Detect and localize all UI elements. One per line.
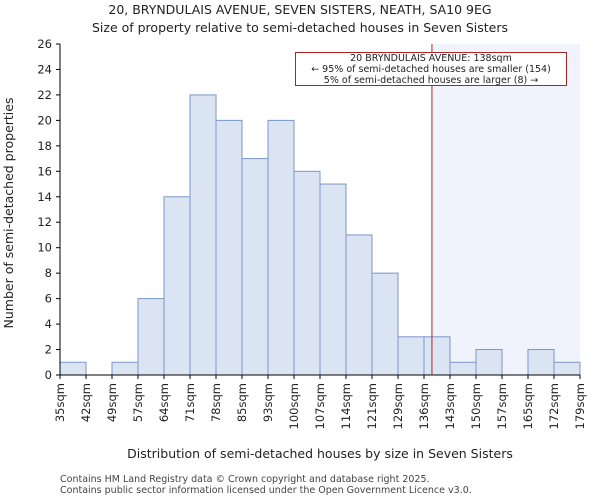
x-tick-label: 71sqm — [183, 383, 197, 422]
x-tick-label: 179sqm — [573, 383, 587, 429]
x-tick-label: 129sqm — [391, 383, 405, 429]
histogram-bar — [111, 361, 139, 376]
annotation-box: 20 BRYNDULAIS AVENUE: 138sqm ← 95% of se… — [295, 52, 567, 86]
histogram-bar — [527, 349, 555, 376]
histogram-bar — [423, 336, 451, 376]
y-tick-label: 10 — [37, 241, 52, 255]
y-axis-title: Number of semi-detached properties — [1, 98, 16, 329]
x-tick-label: 136sqm — [417, 383, 431, 429]
x-tick-label: 64sqm — [157, 383, 171, 422]
annotation-line-3: 5% of semi-detached houses are larger (8… — [323, 74, 539, 86]
x-tick-label: 107sqm — [313, 383, 327, 429]
y-tick-label: 6 — [45, 292, 52, 306]
x-tick-label: 165sqm — [521, 383, 535, 429]
y-tick-label: 26 — [37, 37, 52, 51]
x-tick-label: 143sqm — [443, 383, 457, 429]
y-tick-label: 22 — [37, 88, 52, 102]
y-tick-label: 4 — [45, 317, 52, 331]
histogram-bar — [449, 361, 477, 376]
y-tick-label: 20 — [37, 113, 52, 127]
histogram-bar — [319, 183, 347, 376]
x-tick-label: 172sqm — [547, 383, 561, 429]
x-tick-label: 150sqm — [469, 383, 483, 429]
annotation-line-1: 20 BRYNDULAIS AVENUE: 138sqm — [350, 53, 512, 64]
x-tick-label: 42sqm — [79, 383, 93, 422]
histogram-bar — [137, 298, 165, 376]
footer-licence: Contains public sector information licen… — [60, 485, 472, 496]
y-tick-label: 8 — [45, 266, 52, 280]
x-tick-label: 49sqm — [105, 383, 119, 422]
y-tick-label: 12 — [37, 215, 52, 229]
histogram-bar — [267, 119, 295, 376]
y-tick-label: 0 — [45, 368, 52, 382]
x-tick-label: 114sqm — [339, 383, 353, 429]
histogram-bar — [371, 272, 399, 376]
histogram-bar — [293, 170, 321, 376]
y-tick-label: 24 — [37, 62, 52, 76]
histogram-bar — [397, 336, 425, 376]
y-tick-label: 18 — [37, 139, 52, 153]
histogram-bar — [475, 349, 503, 376]
histogram-bar — [163, 196, 191, 376]
footer-copyright: Contains HM Land Registry data © Crown c… — [60, 474, 430, 485]
histogram-bar — [241, 158, 269, 376]
histogram-bar — [345, 234, 373, 376]
x-tick-label: 157sqm — [495, 383, 509, 429]
x-tick-label: 57sqm — [131, 383, 145, 422]
histogram-bar — [189, 94, 217, 376]
x-tick-label: 93sqm — [261, 383, 275, 422]
annotation-line-2: ← 95% of semi-detached houses are smalle… — [311, 63, 551, 75]
larger-properties-region — [431, 44, 580, 375]
x-tick-label: 121sqm — [365, 383, 379, 429]
histogram-bar — [215, 119, 243, 376]
y-tick-label: 2 — [45, 343, 52, 357]
x-axis-title: Distribution of semi-detached houses by … — [127, 446, 513, 461]
y-tick-label: 16 — [37, 164, 52, 178]
y-tick-label: 14 — [37, 190, 52, 204]
histogram-bar — [553, 361, 581, 376]
x-tick-label: 100sqm — [287, 383, 301, 429]
x-tick-label: 35sqm — [53, 383, 67, 422]
chart-title-subtitle: Size of property relative to semi-detach… — [91, 20, 509, 35]
x-tick-label: 85sqm — [235, 383, 249, 422]
x-tick-label: 78sqm — [209, 383, 223, 422]
histogram-bar — [59, 361, 87, 376]
chart-title-address: 20, BRYNDULAIS AVENUE, SEVEN SISTERS, NE… — [108, 2, 492, 17]
